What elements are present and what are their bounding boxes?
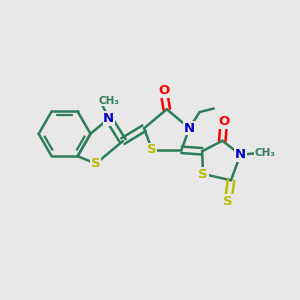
Text: CH₃: CH₃ [254,148,275,158]
Text: O: O [218,115,230,128]
Text: S: S [91,157,100,170]
Text: O: O [158,85,169,98]
Text: CH₃: CH₃ [98,96,119,106]
Text: S: S [198,167,208,181]
Text: S: S [223,195,233,208]
Text: N: N [184,122,195,135]
Text: N: N [235,148,246,161]
Text: S: S [147,143,157,156]
Text: N: N [103,112,114,125]
